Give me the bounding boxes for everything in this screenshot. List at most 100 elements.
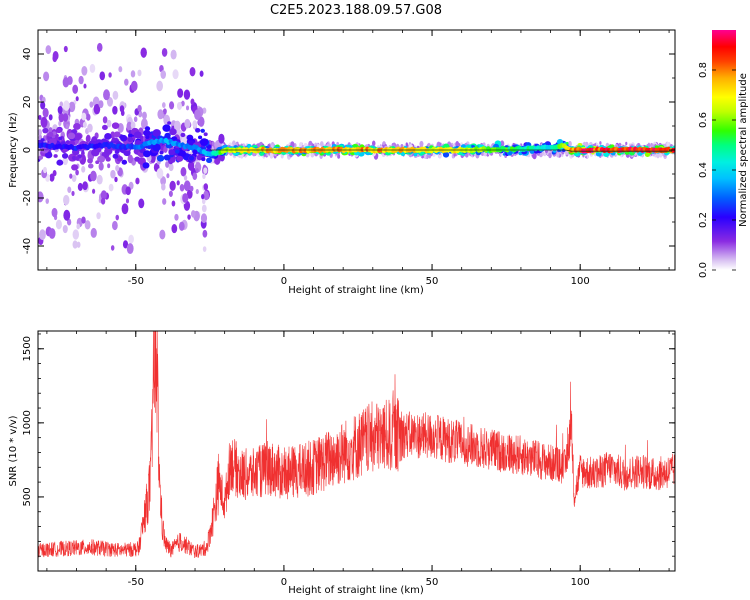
spectrogram-cell: [186, 189, 193, 199]
snr-x-tick-label: 50: [426, 577, 439, 588]
spectrogram-cell: [195, 189, 199, 195]
spectrogram-cell: [211, 141, 215, 147]
spectrogram-cell: [127, 154, 134, 164]
spectrogram-cell: [112, 153, 119, 159]
spectrogram-cell: [654, 145, 659, 149]
spectrogram-reference-line: [209, 149, 672, 152]
spectrogram-cell: [280, 153, 284, 159]
spectrogram-cell: [123, 149, 131, 157]
spectrogram-cell: [78, 75, 84, 85]
spectrogram-cell: [101, 124, 108, 131]
snr-frame: [37, 330, 676, 572]
spectrogram-cell: [197, 116, 205, 127]
spectrogram-y-label: Frequency (Hz): [8, 112, 19, 188]
spectrogram-cell: [126, 243, 134, 255]
spectrogram-cell: [453, 152, 456, 157]
spectrogram-cell: [134, 156, 141, 162]
spectrogram-cell: [201, 204, 207, 213]
spectrogram-cell: [142, 111, 147, 120]
snr-x-tick-label: 100: [571, 577, 590, 588]
spectrogram-cell: [168, 163, 174, 172]
spectrogram-cell: [39, 229, 46, 241]
spectrogram-cell: [63, 194, 70, 206]
spectrogram-cell: [164, 132, 171, 139]
spectrogram-cell: [84, 220, 91, 230]
spectrogram-cell: [199, 70, 204, 77]
spectrogram-cell: [174, 213, 179, 221]
snr-x-tick-label: -50: [128, 577, 144, 588]
spectrogram-x-tick-label: 0: [281, 276, 287, 287]
spectrogram-cell: [99, 71, 106, 81]
spectrogram-cell: [194, 109, 201, 120]
spectrogram-cell: [192, 120, 198, 128]
spectrogram-cell: [500, 152, 503, 157]
spectrogram-cell: [156, 80, 164, 92]
spectrogram-cell: [187, 214, 191, 220]
spectrogram-cell: [82, 121, 87, 128]
spectrogram-cell: [186, 105, 190, 111]
spectrogram-cell: [183, 175, 188, 181]
spectrogram-cell: [143, 150, 151, 158]
spectrogram-cell: [92, 188, 96, 194]
spectrogram-cell: [62, 77, 70, 88]
spectrogram-cell: [138, 198, 145, 209]
snr-y-label: SNR (10 * v/v): [8, 415, 19, 486]
spectrogram-cell: [77, 182, 83, 191]
spectrogram-cell: [107, 163, 111, 169]
spectrogram-cell: [140, 47, 147, 58]
spectrogram-cell: [242, 143, 245, 147]
snr-axes: -50 0 50 100 500 1000 1500: [22, 331, 675, 588]
spectrogram-cell: [81, 166, 86, 173]
spectrogram-cell: [104, 147, 113, 155]
spectrogram-cell: [58, 136, 63, 141]
spectrogram-cell: [72, 240, 78, 249]
spectrogram-cell: [189, 67, 196, 77]
spectrogram-cell: [61, 153, 69, 159]
spectrogram-cell: [100, 197, 106, 205]
spectrogram-cell: [502, 153, 506, 156]
spectrogram-cell: [62, 113, 69, 122]
spectrogram-cell: [98, 100, 104, 109]
spectrogram-cell: [203, 190, 210, 201]
spectrogram-cell: [100, 190, 107, 200]
spectrogram-cell: [110, 169, 116, 179]
spectrogram-cell: [115, 165, 120, 172]
spectrogram-cell: [419, 140, 424, 148]
spectrogram-cell: [111, 122, 120, 130]
spectrogram-cell: [152, 143, 161, 152]
snr-marks: [38, 331, 675, 559]
spectrogram-cell: [137, 69, 142, 77]
spectrogram-cell: [65, 123, 70, 130]
spectrogram-cell: [127, 136, 134, 143]
spectrogram-cell: [57, 105, 63, 115]
spectrogram-x-tick-label: 50: [426, 276, 439, 287]
spectrogram-cell: [178, 221, 185, 231]
spectrogram-cell: [58, 113, 65, 123]
spectrogram-cell: [656, 152, 660, 159]
spectrogram-cell: [166, 173, 170, 179]
snr-y-tick-label: 1000: [22, 410, 33, 435]
snr-panel: -50 0 50 100 500 1000 1500 Height of straight …: [8, 330, 676, 596]
spectrogram-cell: [176, 155, 184, 162]
spectrogram-y-tick-label: 40: [22, 48, 33, 61]
spectrogram-cell: [170, 49, 177, 60]
spectrogram-cell: [159, 150, 164, 155]
spectrogram-cell: [67, 132, 76, 140]
spectrogram-cell: [198, 135, 203, 140]
spectrogram-cell: [112, 105, 118, 115]
spectrogram-cell: [168, 149, 175, 156]
spectrogram-cell: [162, 198, 167, 205]
spectrogram-cell: [72, 84, 79, 94]
colorbar-gradient: [712, 30, 736, 270]
spectrogram-cell: [71, 190, 75, 196]
spectrogram-cell: [162, 108, 167, 115]
spectrogram-cell: [76, 223, 81, 230]
spectrogram-cell: [269, 152, 274, 159]
spectrogram-cell: [91, 148, 100, 157]
spectrogram-cell: [160, 176, 167, 186]
spectrogram-cell: [87, 158, 93, 164]
spectrogram-cell: [133, 131, 142, 139]
spectrogram-cell: [174, 120, 181, 132]
spectrogram-cell: [106, 119, 112, 128]
spectrogram-cell: [169, 180, 176, 191]
